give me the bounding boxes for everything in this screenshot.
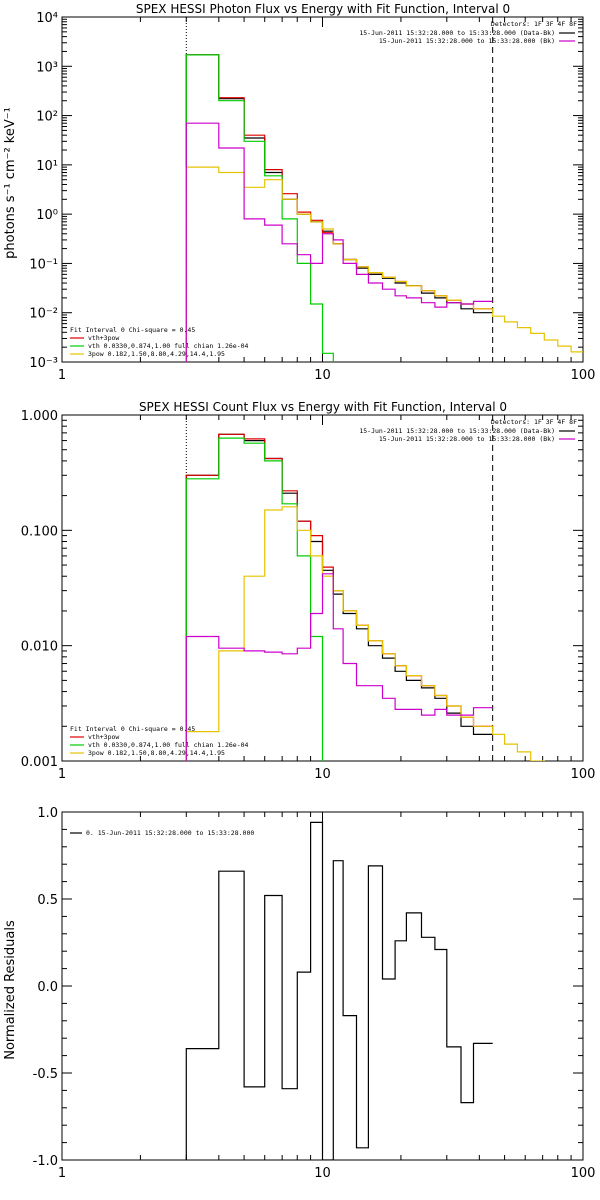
y-tick-label: 1.0 — [37, 806, 58, 821]
photon-flux-title: SPEX HESSI Photon Flux vs Energy with Fi… — [136, 2, 510, 16]
x-tick-label: 1 — [58, 1166, 66, 1181]
series-line-0 — [185, 821, 493, 1160]
legend-fit-heading: Fit Interval 0 Chi-square = 0.45 — [70, 725, 195, 733]
series-line-4 — [185, 122, 493, 362]
count-flux-panel: SPEX HESSI Count Flux vs Energy with Fit… — [21, 400, 596, 782]
count-flux-title: SPEX HESSI Count Flux vs Energy with Fit… — [139, 400, 507, 414]
legend-fit-heading: Fit Interval 0 Chi-square = 0.45 — [70, 326, 195, 334]
y-tick-label: 10¹ — [36, 159, 58, 174]
y-tick-label: 10⁻³ — [29, 356, 58, 371]
legend-fit-label: vth+3pow — [88, 733, 119, 741]
x-tick-label: 10 — [314, 767, 331, 782]
x-tick-label: 1 — [58, 368, 66, 383]
legend-detectors: Detectors: 1F 3F 4F 8F — [491, 418, 577, 426]
photon-flux-panel: SPEX HESSI Photon Flux vs Energy with Fi… — [3, 2, 596, 383]
y-tick-label: -0.5 — [33, 1067, 58, 1082]
series-line-2 — [185, 54, 334, 362]
series-line-2 — [185, 437, 324, 761]
y-tick-label: 10⁻¹ — [29, 257, 58, 272]
y-tick-label: 0.001 — [21, 755, 58, 770]
residuals-panel: Normalized Residuals 1 10 100 -1.0 -0.5 0.0 0.… — [3, 806, 595, 1181]
y-tick-label: 0.010 — [21, 640, 58, 655]
series-line-0 — [185, 433, 493, 761]
x-tick-label: 1 — [58, 767, 66, 782]
legend-fit-label: vth 0.0330,0.874,1.00 full chian 1.26e-0… — [88, 741, 249, 749]
y-tick-label: 10² — [36, 110, 58, 125]
x-tick-label: 100 — [571, 368, 596, 383]
photon-flux-ylabel: photons s⁻¹ cm⁻² keV⁻¹ — [3, 107, 18, 259]
series-line-3 — [185, 166, 583, 362]
y-tick-label: 0.5 — [37, 893, 58, 908]
legend-top-label: 15-Jun-2011 15:32:28.000 to 15:33:28.000… — [359, 427, 555, 435]
x-tick-label: 10 — [314, 368, 331, 383]
legend-top-label: 15-Jun-2011 15:32:28.000 to 15:33:28.000… — [379, 435, 555, 443]
residuals-ylabel: Normalized Residuals — [3, 920, 18, 1060]
x-tick-label: 100 — [571, 1166, 596, 1181]
legend-top-label: 0. 15-Jun-2011 15:32:28.000 to 15:33:28.… — [86, 829, 254, 837]
legend-fit-label: vth+3pow — [88, 334, 119, 342]
legend-fit-label: 3pow 0.182,1.50,8.80,4.29,14.4,1.95 — [88, 350, 225, 358]
legend-detectors: Detectors: 1F 3F 4F 8F — [491, 20, 577, 28]
y-tick-label: 1.000 — [21, 409, 58, 424]
series-line-1 — [185, 433, 493, 761]
x-tick-label: 100 — [571, 767, 596, 782]
series-line-4 — [185, 573, 493, 761]
x-tick-label: 10 — [314, 1166, 331, 1181]
y-tick-label: 10³ — [36, 60, 58, 75]
legend-top-label: 15-Jun-2011 15:32:28.000 to 15:33:28.000… — [379, 37, 555, 45]
y-tick-label: 0.100 — [21, 524, 58, 539]
y-tick-label: 10⁻² — [29, 307, 58, 322]
legend-fit-label: 3pow 0.182,1.50,8.80,4.29,14.4,1.95 — [88, 749, 225, 757]
series-line-3 — [185, 506, 545, 761]
legend-top-label: 15-Jun-2011 15:32:28.000 to 15:33:28.000… — [359, 29, 555, 37]
legend-fit-label: vth 0.0330,0.874,1.00 full chian 1.26e-0… — [88, 342, 249, 350]
y-tick-label: -1.0 — [33, 1154, 58, 1169]
y-tick-label: 0.0 — [37, 980, 58, 995]
y-tick-label: 10⁴ — [36, 11, 58, 26]
y-tick-label: 10⁰ — [36, 208, 58, 223]
